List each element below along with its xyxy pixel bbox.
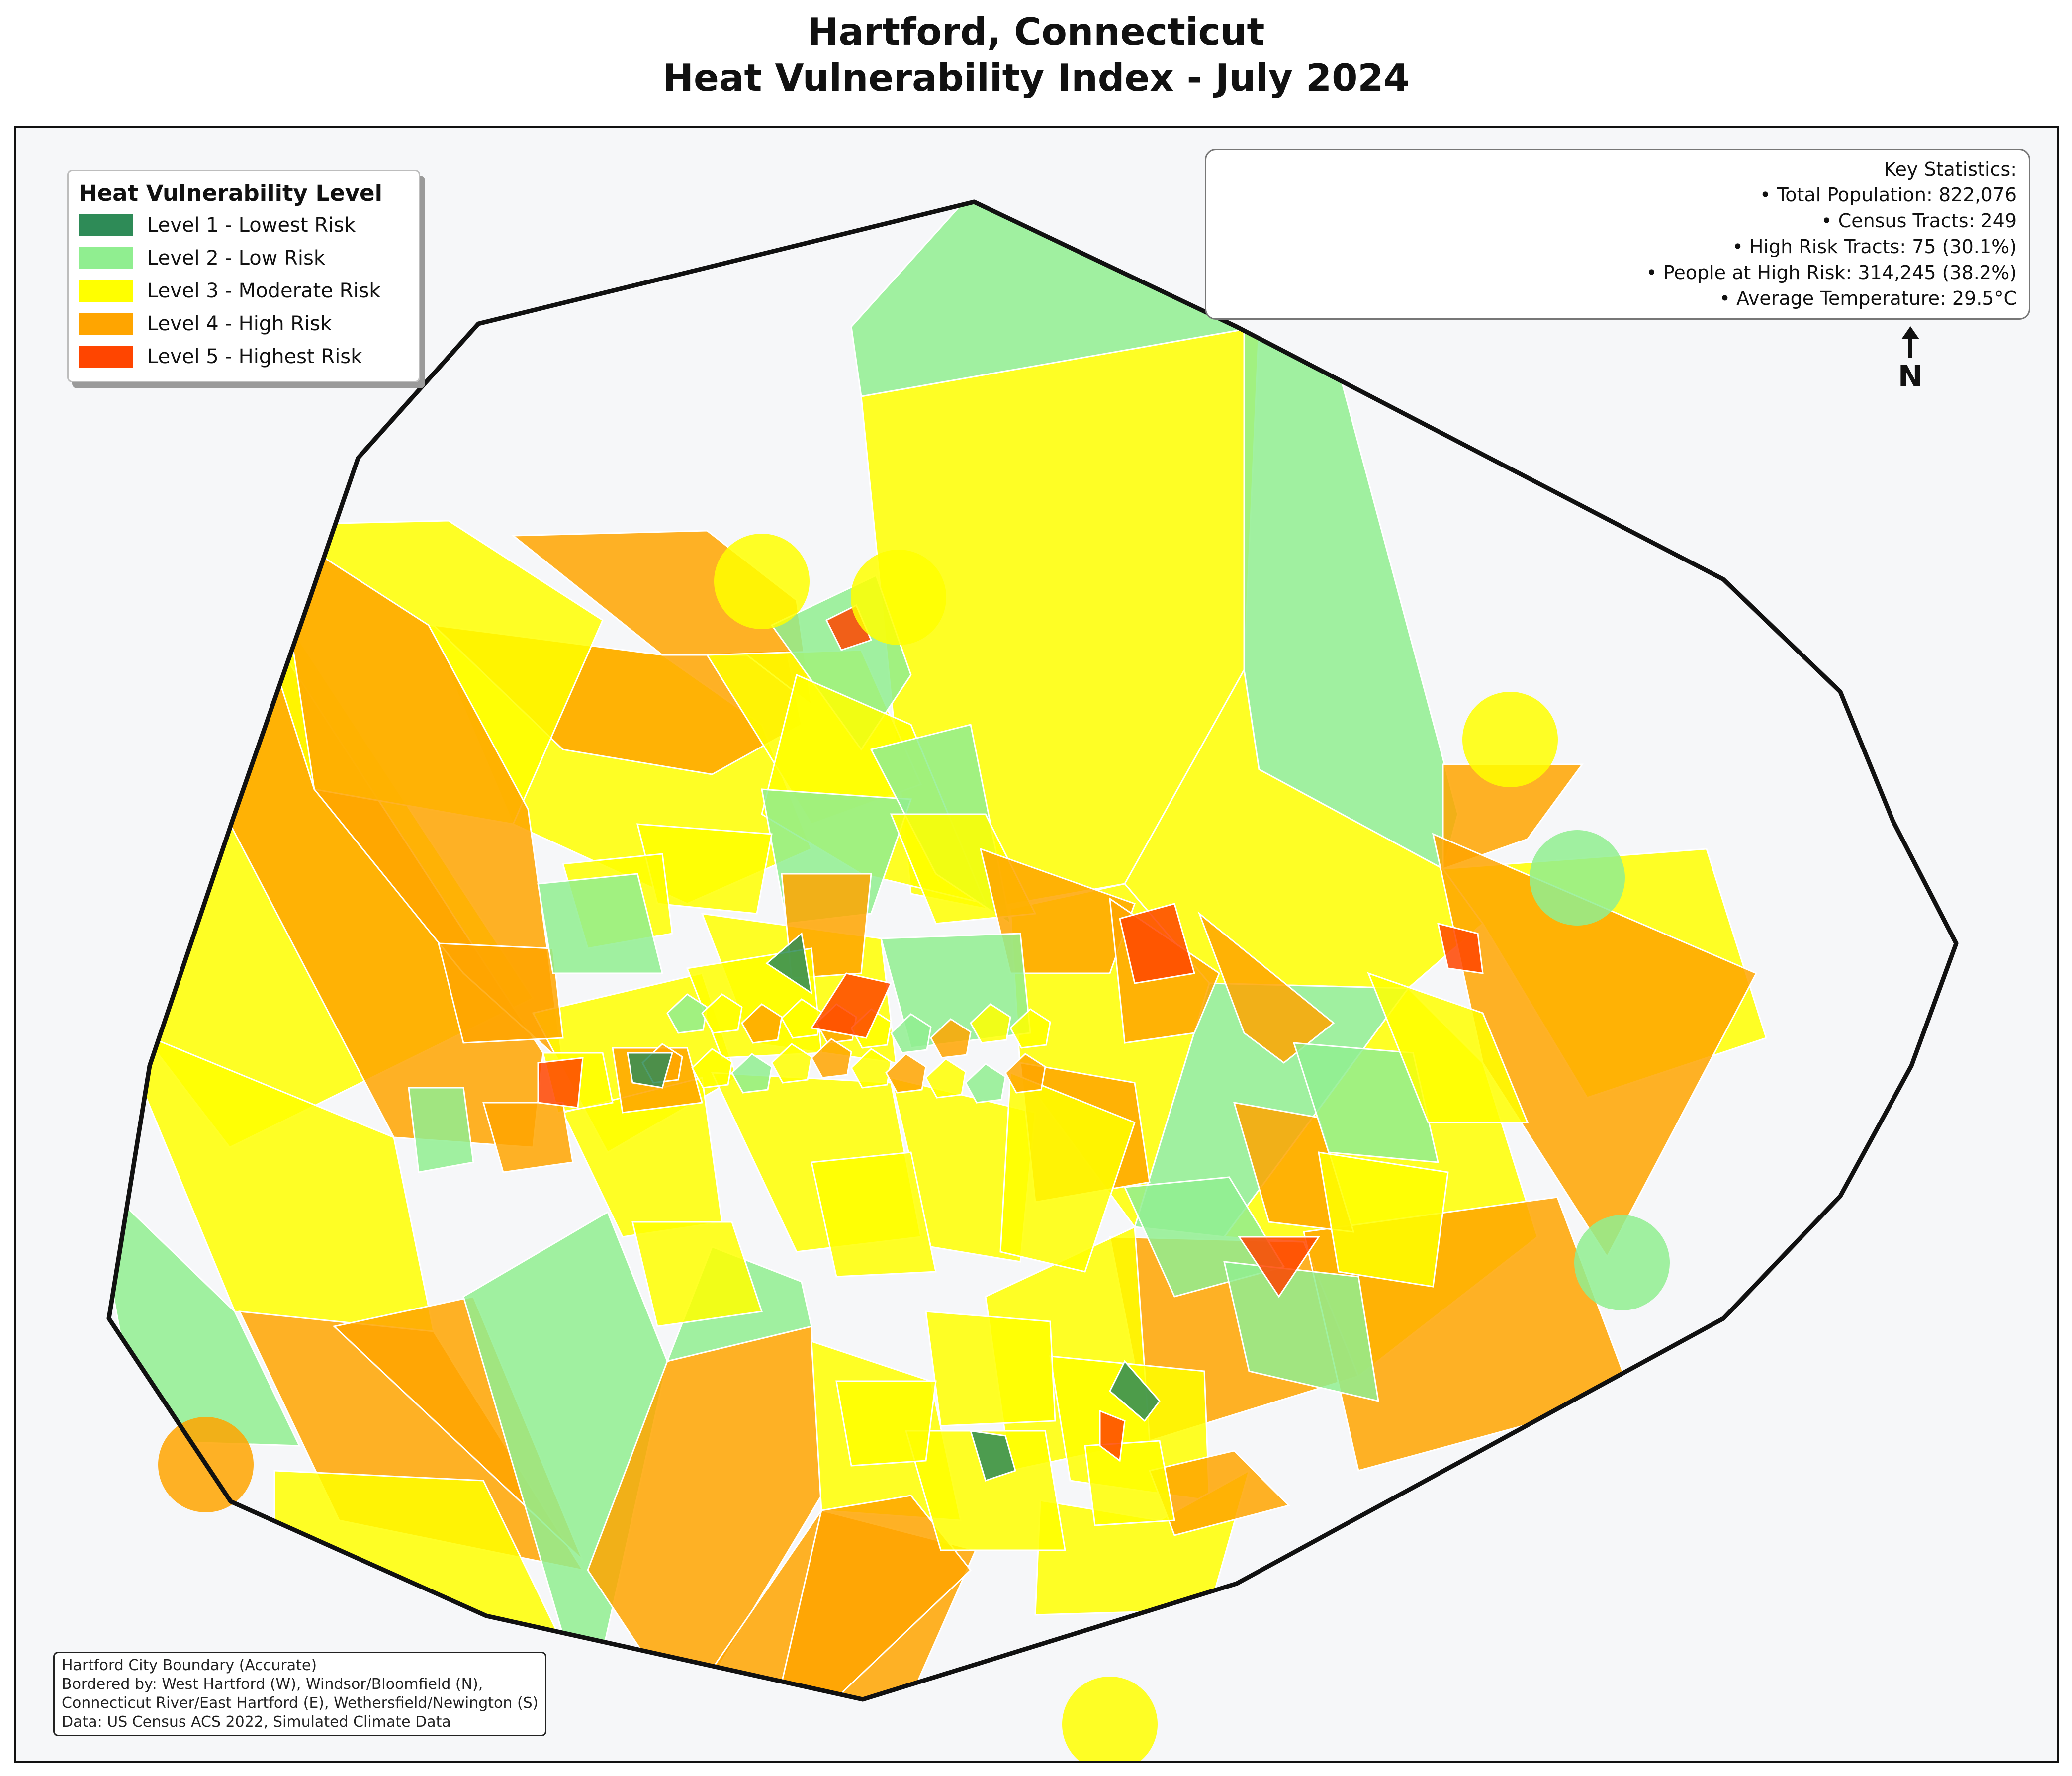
census-tract <box>905 1430 1066 1551</box>
census-tract <box>810 972 893 1039</box>
census-tract <box>537 873 663 974</box>
outer-tract-blobs <box>158 534 1670 1761</box>
census-tract <box>885 1053 927 1094</box>
census-tract <box>811 1038 852 1079</box>
census-tract <box>771 1043 812 1084</box>
legend-item-level-1: Level 1 - Lowest Risk <box>79 209 409 242</box>
legend-item-level-3: Level 3 - Moderate Risk <box>79 275 409 307</box>
north-arrow: N <box>1876 324 1945 392</box>
census-tract <box>1437 922 1484 974</box>
map-title: Hartford, Connecticut Heat Vulnerability… <box>0 9 2072 100</box>
legend-item-level-4: Level 4 - High Risk <box>79 307 409 340</box>
census-tract <box>965 1063 1006 1104</box>
stats-heading: Key Statistics: <box>1884 158 2017 180</box>
map-legend: Heat Vulnerability Level Level 1 - Lowes… <box>67 170 420 382</box>
census-tract <box>970 1003 1011 1044</box>
map-frame: Heat Vulnerability Level Level 1 - Lowes… <box>14 126 2059 1763</box>
north-label: N <box>1897 359 1923 394</box>
title-line-2: Heat Vulnerability Index - July 2024 <box>662 56 1410 99</box>
hvi-map <box>106 199 1959 1761</box>
stats-high-risk-tracts: • High Risk Tracts: 75 (30.1%) <box>1732 236 2017 258</box>
legend-item-level-2: Level 2 - Low Risk <box>79 242 409 275</box>
tract-blob <box>1574 1215 1670 1310</box>
legend-label-level-3: Level 3 - Moderate Risk <box>147 280 381 302</box>
legend-item-level-5: Level 5 - Highest Risk <box>79 340 409 373</box>
legend-label-level-1: Level 1 - Lowest Risk <box>147 214 356 237</box>
census-tract <box>537 1057 584 1109</box>
census-tract <box>1223 1261 1379 1402</box>
census-tract <box>835 1380 937 1467</box>
census-tract <box>701 993 743 1034</box>
census-tract <box>627 1052 673 1089</box>
stats-census-tracts: • Census Tracts: 249 <box>1821 210 2017 232</box>
legend-swatch-level-5 <box>79 346 133 368</box>
tract-blob <box>1062 1677 1158 1761</box>
legend-label-level-5: Level 5 - Highest Risk <box>147 345 362 368</box>
footer-line-4: Data: US Census ACS 2022, Simulated Clim… <box>62 1713 451 1731</box>
tract-blob <box>1462 692 1558 787</box>
footer-line-1: Hartford City Boundary (Accurate) <box>62 1657 317 1674</box>
census-tract <box>1084 1440 1175 1526</box>
census-tract <box>925 1058 967 1099</box>
census-tract <box>1119 903 1195 984</box>
census-tract <box>1292 1042 1439 1163</box>
key-statistics-box: Key Statistics: • Total Population: 822,… <box>1205 149 2030 320</box>
census-tract <box>691 1048 733 1089</box>
north-arrow-icon <box>1901 326 1919 358</box>
census-tract <box>741 1003 783 1044</box>
census-tract <box>1238 1236 1320 1298</box>
census-tract <box>631 1221 763 1327</box>
tract-blob <box>714 534 810 629</box>
census-tract <box>890 1013 932 1054</box>
census-tract <box>408 1087 474 1173</box>
footer-line-3: Connecticut River/East Hartford (E), Wet… <box>62 1694 539 1712</box>
census-tract <box>482 1102 574 1173</box>
legend-swatch-level-1 <box>79 214 133 236</box>
tract-blob <box>851 550 946 645</box>
census-tract <box>999 1071 1136 1273</box>
census-tract <box>1099 1409 1126 1462</box>
census-tract <box>1009 1008 1051 1049</box>
census-tracts <box>109 202 1767 1699</box>
census-tract <box>765 932 813 995</box>
legend-label-level-4: Level 4 - High Risk <box>147 312 332 335</box>
census-tract <box>850 1048 892 1089</box>
map-footer-note: Hartford City Boundary (Accurate) Border… <box>53 1652 547 1736</box>
legend-label-level-2: Level 2 - Low Risk <box>147 247 326 270</box>
census-tract <box>930 1018 972 1059</box>
census-tract <box>1109 1360 1161 1422</box>
census-tract <box>1004 1053 1046 1094</box>
city-boundary <box>106 199 1959 1702</box>
footer-line-2: Bordered by: West Hartford (W), Windsor/… <box>62 1676 483 1693</box>
tract-blob <box>1530 830 1625 926</box>
stats-total-population: • Total Population: 822,076 <box>1760 184 2017 206</box>
title-line-1: Hartford, Connecticut <box>807 10 1265 54</box>
legend-title: Heat Vulnerability Level <box>79 180 382 206</box>
census-tract <box>1367 972 1529 1123</box>
census-tract <box>1197 911 1335 1064</box>
legend-swatch-level-2 <box>79 247 133 269</box>
census-tract <box>925 1310 1056 1427</box>
stats-average-temperature: • Average Temperature: 29.5°C <box>1719 287 2017 309</box>
census-tract <box>969 1430 1016 1482</box>
census-tract <box>1318 1151 1449 1288</box>
census-tract <box>811 1151 937 1278</box>
census-tract <box>666 993 708 1034</box>
census-tract <box>438 942 564 1044</box>
census-tract <box>731 1053 773 1094</box>
stats-people-high-risk: • People at High Risk: 314,245 (38.2%) <box>1646 262 2017 283</box>
legend-swatch-level-4 <box>79 313 133 335</box>
legend-swatch-level-3 <box>79 280 133 302</box>
